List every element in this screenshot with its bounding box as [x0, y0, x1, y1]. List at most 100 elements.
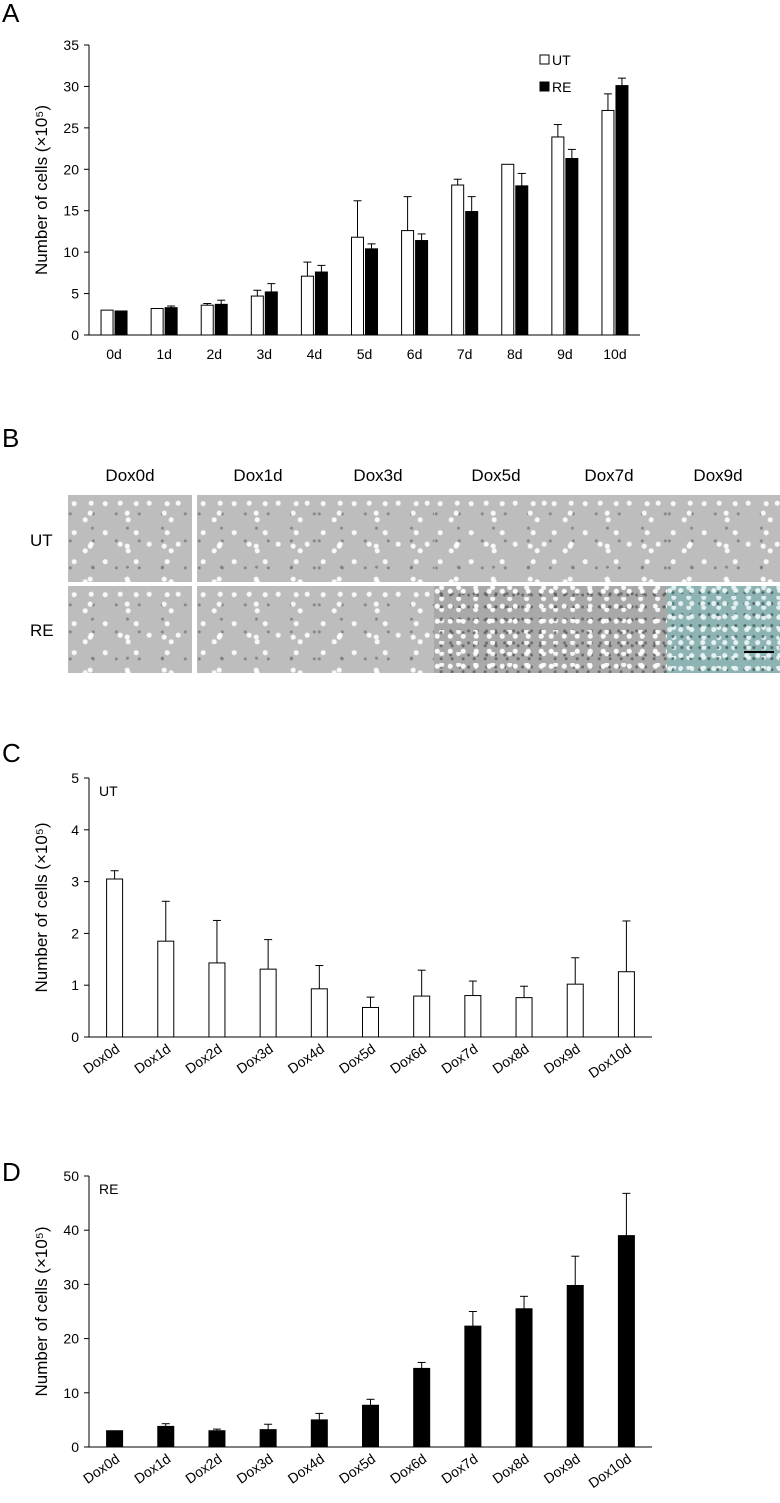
y-tick-label: 2 — [71, 925, 79, 941]
y-axis-label: Number of cells (×10⁵) — [32, 1226, 51, 1396]
y-tick-label: 0 — [71, 1029, 79, 1045]
x-tick-label: 2d — [206, 346, 222, 362]
micrograph-re-dox3d — [317, 586, 441, 673]
column-header-dox5d: Dox5d — [471, 466, 521, 485]
x-tick-label: Dox9d — [541, 1040, 583, 1076]
column-header-dox0d: Dox0d — [105, 466, 155, 485]
bar-ut — [362, 1006, 379, 1038]
x-tick-label: Dox0d — [80, 1040, 122, 1076]
micrograph-ut-dox0d — [68, 495, 192, 582]
bar-re — [565, 158, 579, 336]
row-header-re: RE — [30, 621, 54, 640]
bar-re — [415, 240, 429, 336]
bar-re — [362, 1404, 379, 1448]
x-tick-label: Dox3d — [234, 1040, 276, 1076]
x-tick-label: Dox9d — [541, 1450, 583, 1486]
y-tick-label: 4 — [71, 822, 79, 838]
bar-ut — [200, 304, 214, 336]
y-tick-label: 30 — [63, 78, 79, 94]
legend-swatch-re — [539, 81, 550, 92]
x-tick-label: 6d — [407, 346, 423, 362]
bar-ut — [401, 230, 415, 336]
micrograph-re-dox7d — [548, 586, 672, 673]
bar-ut — [601, 109, 615, 336]
x-tick-label: 9d — [557, 346, 573, 362]
micrograph-ut-dox3d — [317, 495, 441, 582]
x-tick-label: Dox1d — [131, 1450, 173, 1486]
bar-ut — [100, 309, 114, 336]
bar-re — [259, 1429, 277, 1448]
bar-re — [617, 1235, 635, 1448]
y-axis-label: Number of cells (×10⁵) — [32, 822, 51, 992]
panel-label-b: B — [2, 423, 20, 453]
y-tick-label: 3 — [71, 874, 79, 890]
micrograph-re-dox1d — [197, 586, 321, 673]
y-tick-label: 15 — [63, 203, 79, 219]
x-tick-label: 4d — [307, 346, 323, 362]
x-tick-label: Dox8d — [489, 1040, 531, 1076]
x-tick-label: Dox6d — [387, 1450, 429, 1486]
bar-re — [208, 1430, 226, 1448]
bar-re — [465, 211, 479, 336]
bar-re — [615, 85, 629, 336]
bar-ut — [351, 236, 364, 336]
x-tick-label: Dox7d — [438, 1450, 480, 1486]
bar-re — [314, 271, 328, 336]
y-tick-label: 20 — [63, 161, 79, 177]
bar-re — [114, 310, 128, 336]
bar-ut — [551, 136, 565, 336]
bar-ut — [617, 971, 635, 1038]
column-header-dox3d: Dox3d — [353, 466, 403, 485]
bar-re — [164, 307, 178, 336]
y-tick-label: 10 — [63, 244, 79, 260]
y-tick-label: 40 — [63, 1222, 79, 1238]
x-tick-label: 7d — [457, 346, 473, 362]
bar-ut — [310, 988, 328, 1038]
bar-ut — [250, 295, 264, 336]
x-tick-label: 3d — [257, 346, 273, 362]
bar-ut — [300, 275, 314, 336]
scale-bar — [744, 651, 774, 653]
x-tick-label: 8d — [507, 346, 523, 362]
bar-ut — [451, 184, 465, 336]
bar-re — [310, 1419, 328, 1448]
bar-re — [515, 1308, 533, 1448]
legend-label-re: RE — [552, 79, 571, 95]
x-tick-label: Dox6d — [387, 1040, 429, 1076]
bar-ut — [208, 962, 226, 1038]
x-tick-label: Dox8d — [489, 1450, 531, 1486]
bar-re — [515, 185, 529, 336]
x-tick-label: Dox4d — [285, 1450, 327, 1486]
x-tick-label: Dox0d — [80, 1450, 122, 1486]
bar-re — [214, 303, 228, 336]
bar-ut — [501, 163, 515, 336]
chart-annotation: RE — [99, 1181, 118, 1197]
bar-ut — [157, 940, 175, 1038]
y-tick-label: 5 — [71, 286, 79, 302]
panel-label-d: D — [2, 1157, 21, 1187]
column-header-dox1d: Dox1d — [233, 466, 283, 485]
x-tick-label: Dox10d — [585, 1450, 634, 1491]
chart-d-re-cell-count: 0 10 20 30 40 50 Number of cells (×10⁵) RE Dox0d… — [32, 1168, 652, 1491]
y-axis-label: Number of cells (×10⁵) — [32, 105, 51, 275]
bar-ut — [566, 983, 584, 1038]
micrograph-re-dox5d — [434, 586, 558, 673]
y-tick-label: 10 — [63, 1385, 79, 1401]
y-tick-label: 20 — [63, 1331, 79, 1347]
micrograph-ut-dox9d — [667, 495, 780, 582]
bar-ut — [413, 995, 431, 1038]
x-tick-label: Dox4d — [285, 1040, 327, 1076]
bar-re — [566, 1284, 584, 1448]
panel-label-c: C — [2, 738, 21, 768]
bar-ut — [259, 968, 277, 1038]
y-tick-label: 50 — [63, 1168, 79, 1184]
bar-re — [365, 248, 378, 336]
bar-ut — [106, 878, 124, 1038]
x-tick-label: Dox3d — [234, 1450, 276, 1486]
bar-ut — [515, 997, 533, 1038]
bar-ut — [150, 307, 164, 336]
micrograph-ut-dox1d — [197, 495, 321, 582]
bar-re — [264, 291, 278, 336]
x-tick-label: 1d — [156, 346, 172, 362]
y-tick-label: 5 — [71, 770, 79, 786]
